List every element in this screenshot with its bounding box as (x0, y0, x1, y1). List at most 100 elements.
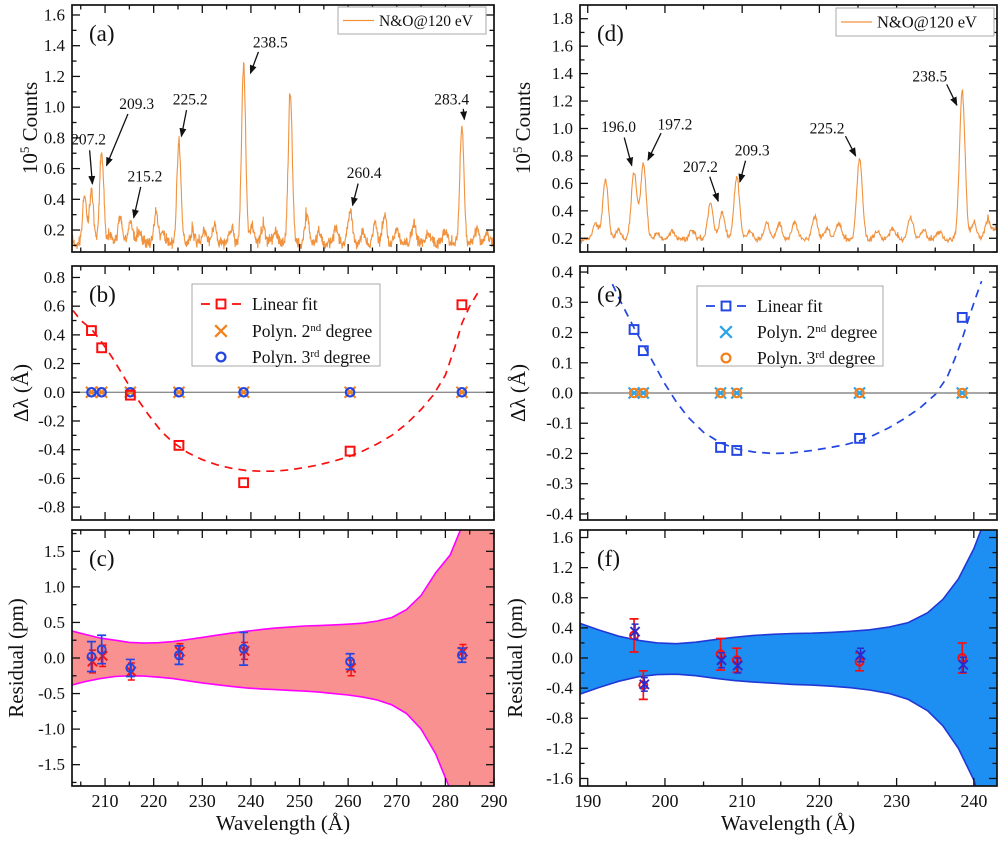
y-tick-label: 0.3 (552, 293, 573, 312)
x-tick-label: 230 (189, 791, 216, 811)
square-marker (238, 477, 250, 489)
circle-marker (86, 386, 97, 398)
panel-letter: (d) (597, 21, 624, 46)
peak-label: 207.2 (683, 159, 718, 176)
y-tick-label: 1.4 (44, 36, 66, 55)
circle-marker (731, 387, 743, 399)
y-tick-label: 0.4 (552, 263, 574, 282)
circle-marker (854, 387, 865, 399)
square-marker (86, 325, 97, 336)
x-tick-label: 270 (383, 791, 410, 811)
legend-label: Polyn. 2nd degree (252, 321, 372, 341)
circle-marker (715, 387, 726, 399)
legend-label: Polyn. 2nd degree (757, 322, 877, 342)
panel-letter: (f) (597, 546, 620, 571)
y-tick-label: -1.2 (546, 739, 573, 758)
fit-curve (611, 280, 983, 455)
square-marker (715, 442, 726, 453)
circle-marker (96, 386, 107, 398)
counts-label-sup: 5 (510, 146, 525, 154)
y-tick-label: 0.6 (44, 159, 65, 178)
y-tick-label: 1.6 (552, 37, 573, 56)
y-axis-title-e: Δλ (Å) (506, 363, 530, 423)
x-tick-label: 250 (286, 791, 313, 811)
y-tick-labels: 0.2 0.4 0.6 0.8 1.0 1.2 1.4 1.6 1.8 (552, 9, 574, 248)
square-marker (956, 312, 968, 323)
circle-marker (345, 656, 356, 667)
axis-ticks (72, 266, 495, 520)
panel-frame (71, 4, 495, 253)
square-marker (628, 324, 640, 335)
annotation-arrow (623, 137, 634, 167)
x-marker (716, 654, 727, 666)
x-tick-label: 240 (960, 791, 987, 811)
legend-a: N&O@120 eV (337, 6, 487, 35)
circle-marker (456, 386, 468, 398)
counts-label-sup: 5 (17, 146, 32, 154)
circle-marker (957, 653, 968, 663)
band-upper-edge (72, 530, 462, 644)
panel-frame (579, 4, 998, 253)
panel-e: -0.4 -0.3 -0.2 -0.1 0.0 0.1 0.2 0.3 0.4 (e) Linear… (546, 263, 998, 523)
y-tick-label: -0.5 (38, 684, 65, 703)
circle-marker (174, 650, 184, 661)
counts-label-rest: Counts (511, 81, 535, 147)
y-tick-label: 1.0 (44, 98, 65, 117)
y-tick-label: 0.5 (44, 613, 65, 632)
y-tick-label: 0.6 (552, 174, 573, 193)
y-tick-label: 1.2 (552, 92, 573, 111)
legend-e: Linear fit Polyn. 2nd degree Polyn. 3rd de… (696, 285, 884, 368)
counts-label-rest: Counts (18, 81, 42, 147)
panel-e-plot-area (611, 280, 983, 455)
x-marker (732, 660, 744, 671)
y-tick-label: -0.1 (546, 414, 573, 433)
y-tick-label: 0.4 (44, 325, 66, 344)
y-tick-labels: -1.6 -1.2 -0.8 -0.4 0.0 0.4 0.8 1.2 1.6 (546, 528, 573, 788)
annotation-arrow (88, 150, 96, 185)
x-axis-title-right: Wavelength (Å) (720, 811, 856, 835)
panel-b: -0.8 -0.6 -0.4 -0.2 0.0 0.2 0.4 0.6 0.8 (b) Linear… (38, 265, 495, 521)
circle-marker (96, 644, 107, 655)
y-tick-label: -0.8 (546, 709, 573, 728)
peak-label: 209.3 (735, 142, 770, 159)
square-marker (731, 445, 743, 456)
x-tick-label: 220 (140, 791, 167, 811)
legend-label: Linear fit (757, 296, 823, 316)
y-tick-label: 0.4 (552, 201, 574, 220)
axis-ticks (580, 266, 997, 520)
y-axis-title-f: Residual (pm) (503, 598, 527, 718)
x-marker (214, 324, 228, 338)
x-tick-labels: 190 200 210 220 230 240 (574, 791, 987, 811)
spectrum-line (580, 89, 997, 245)
axis-ticks (72, 530, 495, 786)
square-marker (344, 445, 356, 457)
annotation-arrow (946, 84, 958, 107)
y-tick-label: 0.8 (44, 128, 65, 147)
y-tick-label: 0.0 (552, 649, 573, 668)
circle-marker (215, 351, 227, 363)
y-tick-label: 0.2 (552, 229, 573, 248)
annotation-arrow (844, 135, 857, 157)
error-bar (732, 647, 742, 674)
legend-box (696, 285, 884, 367)
circle-marker (956, 387, 968, 399)
x-marker (957, 659, 969, 671)
y-tick-label: -0.2 (546, 444, 573, 463)
error-bar (716, 637, 726, 671)
peak-label: 238.5 (912, 68, 947, 85)
spectrum-line (72, 62, 494, 250)
square-marker (215, 298, 227, 310)
panel-d-plot-area (580, 89, 997, 245)
panel-f: -1.6 -1.2 -0.8 -0.4 0.0 0.4 0.8 1.2 1.6 190 200 210… (546, 528, 998, 811)
y-axis-title-b: Δλ (Å) (9, 363, 33, 423)
y-tick-label: -1.0 (38, 720, 65, 739)
y-axis-title-d: 105 Counts (504, 8, 535, 248)
x-marker (629, 626, 641, 637)
circle-marker (638, 387, 649, 399)
peak-annotations: 207.2 209.3 215.2 225.2 238.5 260.4 283.4 (71, 35, 469, 219)
x-tick-label: 210 (729, 791, 756, 811)
x-tick-label: 280 (432, 791, 459, 811)
panel-letter: (b) (89, 282, 116, 307)
